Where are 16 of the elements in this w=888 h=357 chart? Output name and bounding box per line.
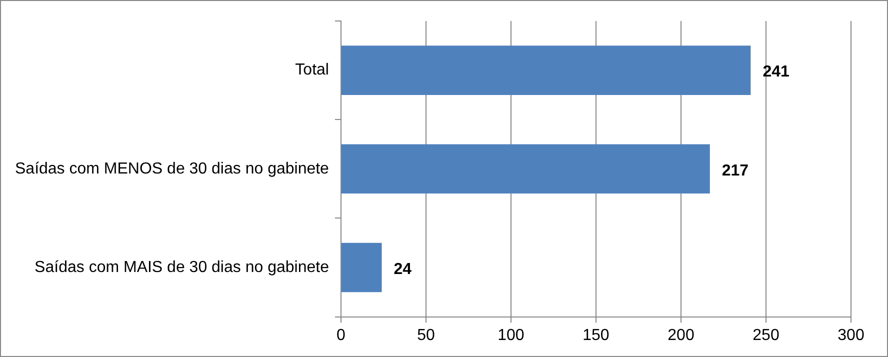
data-label: 241 <box>762 64 790 81</box>
y-tick-label: Saídas com MAIS de 30 dias no gabinete <box>34 258 330 276</box>
x-tick-label: 300 <box>838 326 864 344</box>
x-tick-label: 250 <box>752 326 780 344</box>
y-tick-label: Saídas com MENOS de 30 dias no gabinete <box>14 160 330 178</box>
x-tick-label: 200 <box>668 326 694 344</box>
x-tick-label: 0 <box>336 326 346 344</box>
bar <box>341 242 382 292</box>
bar <box>341 46 751 95</box>
data-label: 217 <box>722 162 749 180</box>
y-tick-label: Total <box>295 62 329 79</box>
x-tick-label: 150 <box>582 326 610 344</box>
data-label: 24 <box>394 260 412 278</box>
x-tick-label: 50 <box>417 326 435 344</box>
bar <box>341 144 710 194</box>
x-tick-label: 100 <box>498 326 524 344</box>
